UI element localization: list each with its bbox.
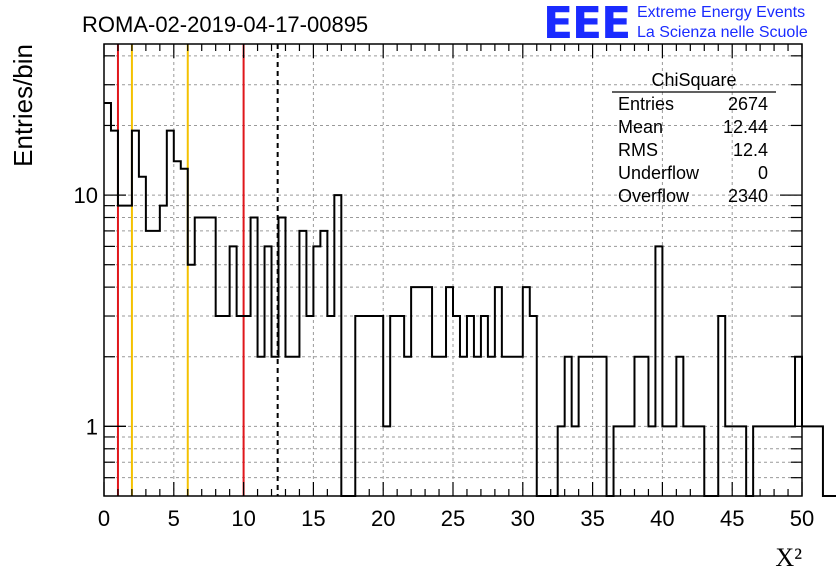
x-tick-label: 45 (720, 506, 744, 531)
eee-logo: EEE Extreme Energy Events La Scienza nel… (543, 0, 823, 49)
y-tick-label: 1 (86, 414, 98, 439)
eee-logo-mark: EEE (543, 0, 631, 49)
x-tick-label: 40 (650, 506, 674, 531)
stats-label-overflow: Overflow (618, 186, 690, 206)
x-tick-label: 0 (98, 506, 110, 531)
stats-label-rms: RMS (618, 140, 658, 160)
stats-value-underflow: 0 (758, 163, 768, 183)
axis-ticks (103, 44, 803, 496)
grid (104, 44, 802, 496)
stats-label-underflow: Underflow (618, 163, 700, 183)
x-tick-label: 30 (511, 506, 535, 531)
x-tick-label: 15 (301, 506, 325, 531)
stats-value-rms: 12.4 (733, 140, 768, 160)
stats-value-entries: 2674 (728, 94, 768, 114)
stats-label-entries: Entries (618, 94, 674, 114)
histogram-line (104, 102, 836, 497)
x-tick-label: 25 (441, 506, 465, 531)
x-tick-label: 10 (231, 506, 255, 531)
x-tick-label: 35 (580, 506, 604, 531)
eee-logo-line1: Extreme Energy Events (637, 4, 806, 21)
stats-box-title: ChiSquare (651, 70, 736, 90)
stats-box: ChiSquare Entries 2674 Mean 12.44 RMS 12… (612, 70, 776, 206)
y-tick-label: 10 (74, 183, 98, 208)
x-axis-label: X² (775, 543, 802, 572)
eee-logo-line2: La Scienza nelle Scuole (637, 24, 808, 41)
axis-labels: 0 5 10 15 20 25 30 35 40 45 50 1 10 (74, 183, 815, 531)
stats-value-overflow: 2340 (728, 186, 768, 206)
vertical-markers (116, 44, 279, 496)
x-tick-label: 50 (790, 506, 814, 531)
x-tick-label: 20 (371, 506, 395, 531)
stats-label-mean: Mean (618, 117, 663, 137)
y-axis-label: Entries/bin (8, 44, 38, 167)
chart-title: ROMA-02-2019-04-17-00895 (82, 12, 368, 37)
stats-value-mean: 12.44 (723, 117, 768, 137)
x-tick-label: 5 (168, 506, 180, 531)
